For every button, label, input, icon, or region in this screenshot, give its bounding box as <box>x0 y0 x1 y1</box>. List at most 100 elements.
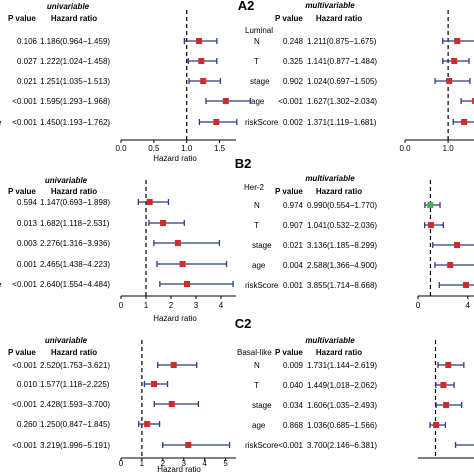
x-tick-label: 0 <box>416 301 421 310</box>
hazard-ratio-values: 1.147(0.693−1.898) 1.682(1.118−2.531) 2.… <box>40 198 110 289</box>
p-value-cell: <0.001 <box>278 441 303 450</box>
x-tick-label: 0.0 <box>115 144 127 153</box>
panel-c1-univariable: univariable P value Hazard ratio <0.001 … <box>8 336 201 474</box>
panel-label: C2 <box>235 316 252 331</box>
p-value-cell: 0.010 <box>17 380 38 389</box>
hazard-ratio-cell: 0.990(0.554−1.770) <box>307 201 377 210</box>
analysis-label: multivariable <box>305 174 355 183</box>
panel-c2-multivariable: C2 multivariable P value Hazard ratio Ba… <box>235 316 378 450</box>
row-names: N T stage age riskScore <box>245 361 279 450</box>
hazard-ratio-point <box>213 119 220 125</box>
p-value-header: P value <box>8 14 36 23</box>
hazard-ratio-cell: 1.251(1.035−1.513) <box>40 77 110 86</box>
hazard-ratio-values: 0.990(0.554−1.770) 1.041(0.532−2.036) 3.… <box>307 201 377 290</box>
x-tick-label: 1.5 <box>214 144 226 153</box>
hazard-ratio-cell: 1.606(1.035−2.493) <box>307 401 377 410</box>
hazard-ratio-values: 1.731(1.144−2.619) 1.449(1.018−2.062) 1.… <box>307 361 377 450</box>
hazard-ratio-cell: 1.250(0.847−1.845) <box>40 420 110 429</box>
hazard-ratio-cell: 3.136(1.185−8.299) <box>307 241 377 250</box>
panel-b2-multivariable: B2 multivariable P value Hazard ratio He… <box>235 156 378 290</box>
row-name: riskScore <box>245 281 279 290</box>
hazard-ratio-point <box>454 242 461 248</box>
hazard-ratio-cell: 1.211(0.875−1.675) <box>307 37 377 46</box>
hazard-ratio-cell: 2.520(1.753−3.621) <box>40 361 110 370</box>
p-value-cell: 0.248 <box>283 37 304 46</box>
x-tick-label: 5 <box>223 459 228 468</box>
hazard-ratio-cell: 3.700(2.146−6.381) <box>307 441 377 450</box>
hazard-ratio-point <box>184 281 190 287</box>
p-value-cell: 0.907 <box>283 221 304 230</box>
p-values: <0.001 0.010 <0.001 0.260 <0.001 <box>12 361 37 450</box>
hazard-ratio-point <box>222 98 229 104</box>
row-name: age <box>252 421 266 430</box>
hazard-ratio-cell: 3.855(1.714−8.668) <box>307 281 377 290</box>
p-value-cell: 0.004 <box>283 261 304 270</box>
row-name: T <box>254 221 259 230</box>
hazard-ratio-header: Hazard ratio <box>51 187 97 196</box>
x-axis-label: Hazard ratio <box>153 154 197 163</box>
forest-panel-plot: 0 1 2 3 4 5 <box>119 340 236 468</box>
hazard-ratio-cell: 1.041(0.532−2.036) <box>307 221 377 230</box>
hazard-ratio-point <box>146 199 153 205</box>
hazard-ratio-point <box>200 78 207 84</box>
p-value-cell: 0.001 <box>283 281 304 290</box>
hazard-ratio-point <box>462 282 469 288</box>
hazard-ratio-cell: 1.147(0.693−1.898) <box>40 198 110 207</box>
hazard-ratio-header: Hazard ratio <box>316 187 362 196</box>
hazard-ratio-cell: 2.640(1.554−4.484) <box>40 280 110 289</box>
panel-label: B2 <box>235 156 252 171</box>
x-axis-label: Hazard ratio <box>153 314 197 323</box>
p-value-cell: <0.001 <box>278 97 303 106</box>
x-tick-label: 0.5 <box>148 144 160 153</box>
p-values: 0.974 0.907 0.021 0.004 0.001 <box>283 201 304 290</box>
row-name: age <box>252 261 266 270</box>
row-name: N <box>254 201 260 210</box>
row-name: stage <box>250 77 270 86</box>
p-value-cell: <0.001 <box>12 361 37 370</box>
x-tick-label: 2 <box>169 301 174 310</box>
x-tick-label: 4 <box>202 459 207 468</box>
hazard-ratio-cell: 2.465(1.438−4.223) <box>40 260 110 269</box>
p-value-cell: 0.001 <box>17 260 38 269</box>
analysis-label: multivariable <box>305 336 355 345</box>
x-tick-label: 3 <box>182 459 187 468</box>
x-tick-label: 0 <box>119 459 124 468</box>
analysis-label: multivariable <box>305 1 355 10</box>
hazard-ratio-point <box>445 362 452 368</box>
x-tick-label: 4 <box>219 301 224 310</box>
x-tick-label: 1.0 <box>443 144 455 153</box>
p-value-cell: <0.001 <box>12 118 37 127</box>
hazard-ratio-header: Hazard ratio <box>51 348 97 357</box>
subgroup-label: Basal-like <box>237 348 272 357</box>
p-value-cell: 0.009 <box>283 361 304 370</box>
p-value-header: P value <box>8 187 36 196</box>
hazard-ratio-point <box>170 362 177 368</box>
p-value-cell: 0.902 <box>283 77 304 86</box>
row-name-cutoff: e <box>0 118 2 127</box>
hazard-ratio-point <box>461 119 468 125</box>
hazard-ratio-point <box>179 261 186 267</box>
hazard-ratio-cell: 1.682(1.118−2.531) <box>40 219 110 228</box>
p-value-cell: <0.001 <box>12 97 37 106</box>
x-tick-label: 0 <box>119 301 124 310</box>
row-names: N T stage age riskScore <box>245 37 279 127</box>
row-name: T <box>254 57 259 66</box>
panel-b1-univariable: univariable P value Hazard ratio e 0.594… <box>0 176 197 323</box>
subgroup-label: Luminal <box>245 26 273 35</box>
p-value-cell: 0.974 <box>283 201 304 210</box>
x-tick-label: 3 <box>194 301 199 310</box>
p-value-cell: 0.021 <box>17 77 38 86</box>
row-name: N <box>254 361 260 370</box>
hazard-ratio-values: 1.211(0.875−1.675) 1.141(0.877−1.484) 1.… <box>307 37 377 127</box>
hazard-ratio-point <box>446 78 453 84</box>
x-tick-label: 2 <box>161 459 166 468</box>
panel-a1-univariable: univariable P value Hazard ratio e 0.106… <box>0 2 197 163</box>
x-tick-label: 1 <box>144 301 149 310</box>
hazard-ratio-cell: 1.449(1.018−2.062) <box>307 381 377 390</box>
row-name: riskScore <box>245 441 279 450</box>
hazard-ratio-point <box>454 38 461 44</box>
hazard-ratio-values: 1.186(0.964−1.459) 1.222(1.024−1.458) 1.… <box>40 37 110 127</box>
forest-panel-plot: 0.0 1.0 <box>399 10 474 153</box>
p-value-header: P value <box>275 348 303 357</box>
